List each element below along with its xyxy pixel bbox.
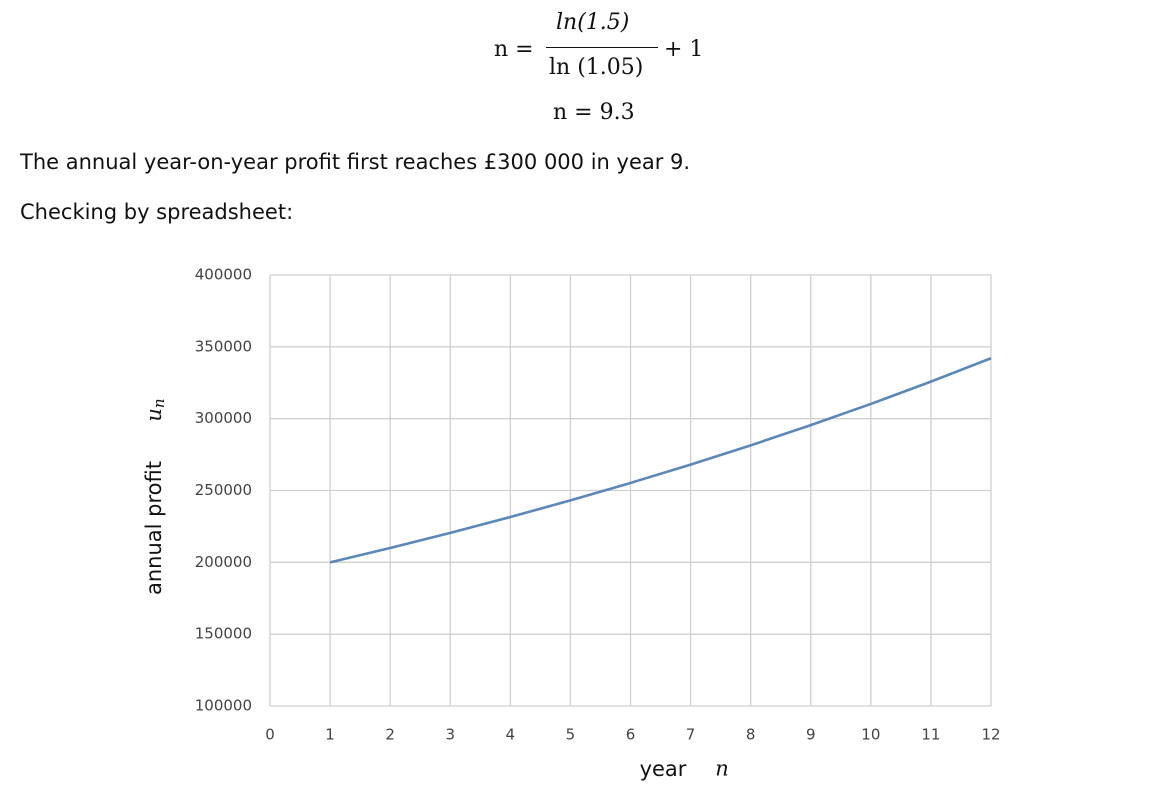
- x-tick-label: 7: [686, 726, 696, 744]
- y-tick-label: 150000: [195, 625, 252, 643]
- eq-numerator: ln(1.5): [556, 10, 630, 35]
- x-tick-label: 4: [506, 726, 516, 744]
- y-axis-label: annual profit: [142, 461, 166, 595]
- x-tick-label: 12: [981, 726, 1000, 744]
- y-tick-label: 250000: [195, 481, 252, 499]
- x-tick-label: 9: [806, 726, 816, 744]
- paragraph: Checking by spreadsheet:: [20, 200, 294, 224]
- y-symbol: u: [142, 408, 166, 422]
- eq-rhs: + 1: [664, 37, 704, 62]
- y-axis-symbol: un: [142, 398, 169, 421]
- y-tick-label: 400000: [195, 266, 252, 284]
- x-tick-label: 3: [445, 726, 455, 744]
- y-tick-label: 200000: [195, 553, 252, 571]
- data-line: [329, 357, 992, 564]
- x-tick-label: 0: [265, 726, 275, 744]
- fraction-bar: [546, 47, 658, 48]
- x-axis-label: year: [640, 757, 687, 781]
- x-tick-label: 11: [921, 726, 940, 744]
- eq-denominator: ln (1.05): [549, 55, 644, 80]
- x-tick-label: 5: [566, 726, 576, 744]
- x-tick-label: 10: [861, 726, 880, 744]
- x-axis-symbol: n: [715, 757, 729, 781]
- eq-result: n = 9.3: [553, 100, 635, 125]
- paragraph: The annual year-on-year profit first rea…: [20, 150, 691, 174]
- x-tick-label: 6: [626, 726, 636, 744]
- x-tick-label: 2: [385, 726, 395, 744]
- y-tick-label: 350000: [195, 337, 252, 355]
- y-tick-label: 300000: [195, 409, 252, 427]
- x-tick-label: 1: [325, 726, 335, 744]
- y-tick-label: 100000: [195, 697, 252, 715]
- y-subscript: n: [150, 398, 168, 408]
- eq-lhs: n =: [494, 37, 534, 62]
- chart: year n annual profit un 1000001500002000…: [142, 266, 1001, 782]
- x-tick-label: 8: [746, 726, 756, 744]
